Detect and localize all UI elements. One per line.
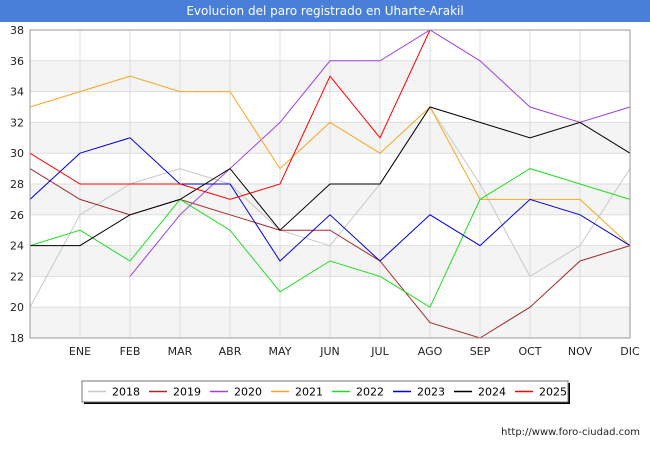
legend-label-2024: 2024 bbox=[478, 386, 506, 399]
x-tick-label: JUL bbox=[370, 345, 389, 358]
y-tick-label: 36 bbox=[10, 55, 24, 68]
legend-label-2022: 2022 bbox=[356, 386, 384, 399]
legend-box bbox=[81, 380, 569, 403]
source-text: http://www.foro-ciudad.com bbox=[501, 427, 640, 438]
x-tick-label: FEB bbox=[120, 345, 141, 358]
y-tick-label: 20 bbox=[10, 301, 24, 314]
x-tick-label: AGO bbox=[418, 345, 443, 358]
x-tick-label: OCT bbox=[518, 345, 541, 358]
x-tick-label: NOV bbox=[568, 345, 593, 358]
legend-label-2018: 2018 bbox=[112, 386, 140, 399]
y-tick-label: 24 bbox=[10, 240, 24, 253]
series-line-2024 bbox=[30, 106, 631, 247]
y-tick-label: 26 bbox=[10, 209, 24, 222]
chart-title: Evolucion del paro registrado en Uharte-… bbox=[0, 0, 650, 22]
series-line-2022 bbox=[29, 168, 631, 308]
x-tick-label: JUN bbox=[319, 345, 340, 358]
legend-label-2023: 2023 bbox=[417, 386, 445, 399]
y-tick-label: 22 bbox=[10, 270, 24, 283]
legend: 2018 2019 2020 2021 2022 2023 2024 2025 bbox=[81, 380, 570, 404]
y-axis: 18 20 22 24 26 28 30 32 34 36 38 bbox=[10, 24, 24, 345]
series-line-2023 bbox=[29, 137, 631, 262]
x-tick-label: MAY bbox=[269, 345, 292, 358]
x-tick-label: MAR bbox=[168, 345, 193, 358]
x-tick-label: ABR bbox=[219, 345, 242, 358]
y-tick-label: 38 bbox=[10, 24, 24, 37]
legend-label-2021: 2021 bbox=[295, 386, 323, 399]
y-tick-label: 30 bbox=[10, 147, 24, 160]
y-tick-label: 18 bbox=[10, 332, 24, 345]
legend-label-2020: 2020 bbox=[234, 386, 262, 399]
x-axis: ENE FEB MAR ABR MAY JUN JUL AGO SEP OCT NOV DIC bbox=[69, 345, 640, 358]
legend-label-2019: 2019 bbox=[173, 386, 201, 399]
series-lines bbox=[29, 29, 631, 339]
plot-frame bbox=[29, 29, 631, 339]
x-tick-label: DIC bbox=[620, 345, 640, 358]
x-tick-label: ENE bbox=[69, 345, 91, 358]
y-tick-label: 28 bbox=[10, 178, 24, 191]
y-tick-label: 34 bbox=[10, 86, 24, 99]
x-tick-label: SEP bbox=[470, 345, 491, 358]
legend-label-2025: 2025 bbox=[539, 386, 567, 399]
series-line-2025 bbox=[29, 29, 431, 200]
y-tick-label: 32 bbox=[10, 116, 24, 129]
